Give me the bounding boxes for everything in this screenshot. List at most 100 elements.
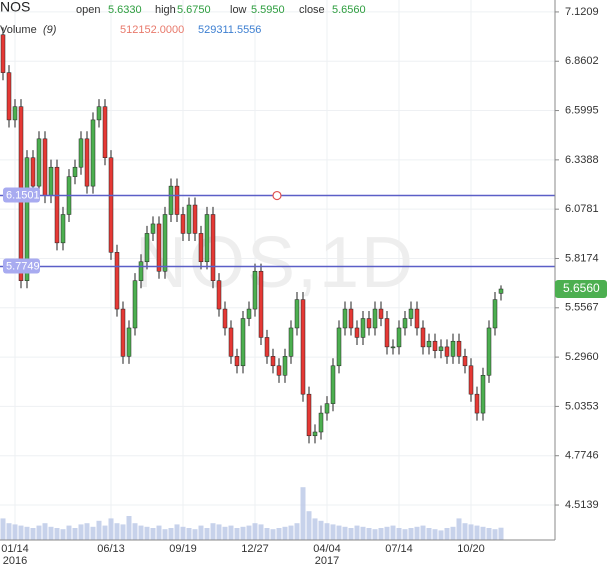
- volume-bar: [234, 528, 240, 540]
- volume-bar: [258, 524, 264, 540]
- legend-value: 5.6750: [177, 4, 211, 16]
- candle-body: [396, 327, 402, 348]
- candle-body: [96, 106, 102, 121]
- candle-body: [132, 280, 138, 329]
- volume-bar: [300, 487, 306, 540]
- candle-body: [354, 327, 360, 338]
- volume-bar: [54, 528, 60, 540]
- candle-body: [174, 185, 180, 215]
- candle-body: [84, 138, 90, 187]
- y-tick-label: 5.2960: [565, 351, 599, 363]
- volume-bar: [312, 518, 318, 540]
- plot-area: [0, 0, 555, 540]
- volume-bar: [60, 529, 66, 540]
- candle-body: [480, 375, 486, 414]
- candle-body: [252, 270, 258, 310]
- candle-body: [330, 365, 336, 404]
- candle-body: [432, 340, 438, 351]
- volume-bar: [480, 526, 486, 540]
- candle-body: [90, 119, 96, 187]
- volume-bar: [42, 523, 48, 540]
- legend-label: low: [230, 4, 247, 16]
- volume-bar: [396, 528, 402, 540]
- volume-bar: [96, 520, 102, 540]
- volume-bar: [456, 518, 462, 540]
- line-label: 6.1501: [6, 189, 40, 201]
- candle-body: [468, 365, 474, 395]
- volume-bar: [126, 516, 132, 540]
- candle-body: [372, 308, 378, 329]
- y-tick-label: 6.8602: [565, 55, 599, 67]
- volume-bar: [216, 524, 222, 540]
- candle-body: [6, 72, 12, 121]
- candle-body: [36, 138, 42, 187]
- candle-body: [288, 327, 294, 357]
- x-tick-label: 06/13: [97, 543, 125, 555]
- y-tick-label: 5.5567: [565, 302, 599, 314]
- candle-body: [384, 318, 390, 348]
- volume-bar: [432, 529, 438, 540]
- candle-body: [300, 299, 306, 395]
- volume-bar: [282, 526, 288, 540]
- y-tick-label: 4.7746: [565, 450, 599, 462]
- candle-body: [438, 346, 444, 351]
- volume-bar: [252, 523, 258, 540]
- volume-bar: [276, 528, 282, 540]
- candle-body: [348, 308, 354, 329]
- candle-body: [12, 106, 18, 121]
- candle-body: [222, 308, 228, 329]
- legend-value: 5.6330: [108, 4, 142, 16]
- candle-body: [366, 318, 372, 329]
- volume-bar: [6, 523, 12, 540]
- legend-value: 529311.5556: [198, 24, 261, 36]
- volume-bar: [438, 530, 444, 540]
- candle-body: [0, 34, 6, 73]
- legend-value: 5.5950: [251, 4, 285, 16]
- volume-bar: [264, 528, 270, 540]
- volume-bar: [408, 528, 414, 540]
- volume-bar: [168, 528, 174, 540]
- volume-bar: [120, 524, 126, 540]
- volume-bar: [246, 525, 252, 540]
- volume-bar: [330, 524, 336, 540]
- volume-bar: [372, 529, 378, 540]
- candle-body: [54, 166, 60, 244]
- candle-body: [426, 340, 432, 348]
- candle-body: [498, 288, 504, 294]
- candle-body: [276, 365, 282, 376]
- legend-label: high: [155, 4, 176, 16]
- volume-bar: [198, 525, 204, 540]
- candle-body: [264, 337, 270, 357]
- candle-body: [390, 346, 396, 349]
- candle-body: [120, 308, 126, 357]
- volume-bar: [444, 528, 450, 540]
- candle-body: [204, 214, 210, 263]
- legend-label: open: [76, 4, 100, 16]
- volume-bar: [324, 523, 330, 540]
- y-tick-label: 6.0781: [565, 203, 599, 215]
- candle-body: [378, 308, 384, 319]
- candle-body: [270, 356, 276, 367]
- volume-bar: [318, 520, 324, 540]
- volume-bar: [114, 523, 120, 540]
- volume-bar: [204, 528, 210, 540]
- candle-body: [138, 261, 144, 281]
- line-label-box: [3, 187, 40, 203]
- candle-body: [318, 412, 324, 433]
- candle-body: [216, 280, 222, 310]
- volume-bar: [0, 518, 6, 540]
- candle-body: [48, 166, 54, 196]
- y-tick-label: 5.8174: [565, 252, 599, 264]
- volume-bar: [474, 525, 480, 540]
- volume-bar: [414, 526, 420, 540]
- volume-bar: [378, 528, 384, 540]
- x-tick-label: 09/19: [169, 543, 197, 555]
- candle-body: [450, 340, 456, 357]
- candle-body: [192, 204, 198, 234]
- volume-bar: [360, 526, 366, 540]
- candle-body: [72, 166, 78, 177]
- year-label: 2016: [3, 555, 27, 567]
- volume-bar: [186, 528, 192, 540]
- volume-bar: [36, 525, 42, 540]
